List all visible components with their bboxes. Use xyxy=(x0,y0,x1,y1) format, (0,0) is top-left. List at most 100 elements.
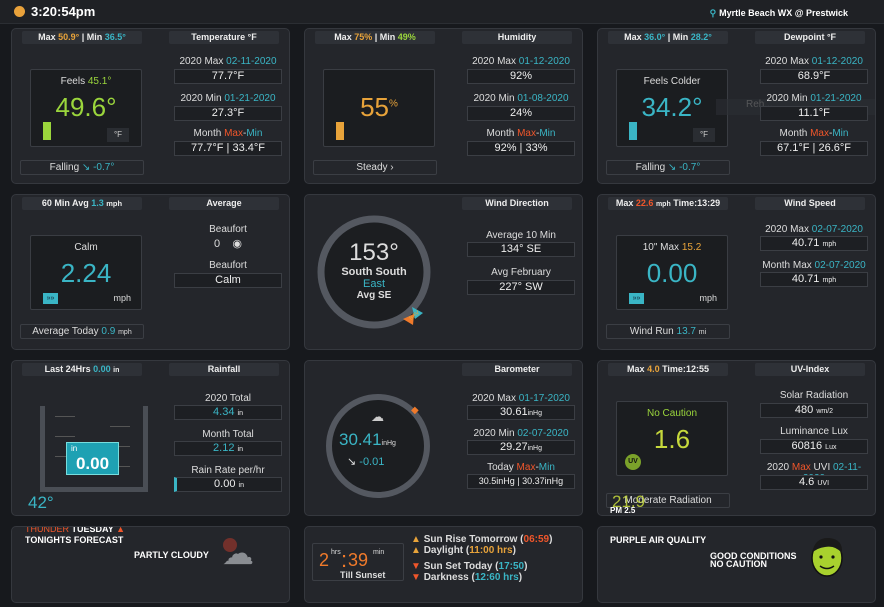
wspd-display: 10" Max 15.2 0.00 »» mph xyxy=(616,235,728,310)
avg-value: 2.24 xyxy=(60,258,112,288)
darkness-line: ▼ Darkness (12:60 hrs) xyxy=(411,572,523,583)
hum-year-max-label: 2020 Max 01-12-2020 xyxy=(472,56,570,67)
wspd-month-label: Month Max 02-07-2020 xyxy=(762,260,866,271)
dew-year-min: 11.1°F xyxy=(760,106,868,121)
temp-year-min-label: 2020 Min 01-21-2020 xyxy=(180,93,276,104)
top-bar: 3:20:54pm ⚲ Myrtle Beach WX @ Prestwick xyxy=(0,0,884,24)
dew-unit: °F xyxy=(693,128,715,142)
wdir-name2: East xyxy=(362,278,385,290)
baro-year-max-label: 2020 Max 01-17-2020 xyxy=(472,393,570,404)
forecast-panel: THUNDER TUESDAY ▲ TONIGHTS FORECAST PART… xyxy=(11,526,290,603)
dew-value: 34.2° xyxy=(641,92,703,122)
lux-label: Luminance Lux xyxy=(780,426,848,437)
rain-rate-label: Rain Rate per/hr xyxy=(191,465,265,476)
uv-year-value: 4.6 UVI xyxy=(760,475,868,490)
sunset-icon: ▼ xyxy=(411,561,421,572)
wspd-year: 40.71 mph xyxy=(760,236,868,251)
uv-badge: UV xyxy=(625,454,641,470)
dew-trend: Falling ↘ -0.7° xyxy=(606,160,730,175)
wdir-deg: 153° xyxy=(349,239,399,266)
avg-display: Calm 2.24 »» mph xyxy=(30,235,142,310)
sunset-countdown: 2 hrs : 39 min Till Sunset xyxy=(312,543,404,581)
hum-title: Humidity xyxy=(462,31,572,44)
baro-marker-icon: ◆ xyxy=(411,405,419,416)
temp-maxmin-tag: Max 50.9° | Min 36.5° xyxy=(22,31,142,44)
temp-title: Temperature °F xyxy=(169,31,279,44)
baro-today: 30.5inHg | 30.37inHg xyxy=(467,474,575,489)
temp-year-max: 77.7°F xyxy=(174,69,282,84)
temp-month-label: Month Max-Min xyxy=(193,128,263,139)
avg-today: Average Today 0.9 mph xyxy=(20,324,144,339)
forecast-day: THUNDER TUESDAY ▲ xyxy=(25,526,125,534)
wdir-avg: Avg SE xyxy=(356,290,392,301)
rain-year-label: 2020 Total xyxy=(205,393,251,404)
clock-time: 3:20:54pm xyxy=(31,4,96,19)
wdir-avg10-label: Average 10 Min xyxy=(486,230,556,241)
temp-year-min: 27.3°F xyxy=(174,106,282,121)
avg-state: Calm xyxy=(74,242,98,253)
wdir-title: Wind Direction xyxy=(462,197,572,210)
air-line2: NO CAUTION xyxy=(710,559,767,569)
hum-month: 92% | 33% xyxy=(467,141,575,156)
hum-year-max: 92% xyxy=(467,69,575,84)
hum-year-min: 24% xyxy=(467,106,575,121)
uv-foot: Moderate Radiation xyxy=(606,493,730,508)
baro-year-min: 29.27inHg xyxy=(467,440,575,455)
temp-month: 77.7°F | 33.4°F xyxy=(174,141,282,156)
beaufort-icon: ◉ xyxy=(232,238,242,250)
sun-panel: 2 hrs : 39 min Till Sunset ▲ Sun Rise To… xyxy=(304,526,583,603)
uv-title: UV-Index xyxy=(755,363,865,376)
wspd-year-label: 2020 Max 02-07-2020 xyxy=(765,224,863,235)
hum-display: 55% xyxy=(323,69,435,147)
rain-month: 2.12 in xyxy=(174,441,282,456)
hum-month-label: Month Max-Min xyxy=(486,128,556,139)
hum-maxmin-tag: Max 75% | Min 49% xyxy=(315,31,435,44)
smiley-face-icon xyxy=(811,537,843,577)
sunrise-line: ▲ Sun Rise Tomorrow (06:59) xyxy=(411,534,553,545)
wdir-avgmonth: 227° SW xyxy=(467,280,575,295)
dew-year-min-label: 2020 Min 01-21-2020 xyxy=(766,93,862,104)
pm-label: PM 2.5 xyxy=(610,506,636,515)
daylight-line: ▲ Daylight (11:00 hrs) xyxy=(411,545,516,556)
temp-trend: Falling ↘ -0.7° xyxy=(20,160,144,175)
baro-ring xyxy=(326,394,430,498)
barometer-panel: Barometer ☁ ◆ 30.41inHg ↘ -0.01 2020 Max… xyxy=(304,360,583,516)
person-icon xyxy=(629,122,637,140)
sunset-line: ▼ Sun Set Today (17:50) xyxy=(411,561,528,572)
rain-month-label: Month Total xyxy=(202,429,254,440)
wdir-avg10: 134° SE xyxy=(467,242,575,257)
hum-trend: Steady › xyxy=(313,160,437,175)
air-line1: GOOD CONDITIONS xyxy=(710,551,797,561)
sunrise-icon: ▲ xyxy=(411,534,421,545)
dew-feels: Feels Colder xyxy=(643,76,701,87)
station-name[interactable]: ⚲ Myrtle Beach WX @ Prestwick xyxy=(710,8,848,19)
avg-60min-tag: 60 Min Avg 1.3 mph xyxy=(22,197,142,210)
temp-value: 49.6° xyxy=(55,92,117,122)
temp-feels: Feels 45.1° xyxy=(60,76,112,87)
compass-pointer xyxy=(403,314,414,325)
location-pin-icon: ⚲ xyxy=(709,8,717,18)
rain-24h-tag: Last 24Hrs 0.00 in xyxy=(22,363,142,376)
rain-gauge xyxy=(40,406,148,492)
uv-max-tag: Max 4.0 Time:12:55 xyxy=(608,363,728,376)
dewpoint-panel: Max 36.0° | Min 28.2° Dewpoint °F Feels … xyxy=(597,28,876,184)
air-title: PURPLE AIR QUALITY xyxy=(610,535,707,545)
hum-year-min-label: 2020 Min 01-08-2020 xyxy=(473,93,569,104)
baro-today-label: Today Max-Min xyxy=(487,462,555,473)
solar-label: Solar Radiation xyxy=(779,390,849,401)
dew-year-max: 68.9°F xyxy=(760,69,868,84)
dew-year-max-label: 2020 Max 01-12-2020 xyxy=(765,56,863,67)
humidity-panel: Max 75% | Min 49% Humidity 55% Steady › … xyxy=(304,28,583,184)
rainfall-panel: Last 24Hrs 0.00 in Rainfall in 0.00 42° … xyxy=(11,360,290,516)
wind-arrow-icon: »» xyxy=(43,293,58,304)
wspd-unit: mph xyxy=(699,293,717,303)
temperature-panel: Max 50.9° | Min 36.5° Temperature °F Fee… xyxy=(11,28,290,184)
rain-gauge-readout: in 0.00 xyxy=(66,442,119,475)
lux-value: 60816 Lux xyxy=(760,439,868,454)
rain-year: 4.34 in xyxy=(174,405,282,420)
beaufort2-value: Calm xyxy=(174,273,282,288)
baro-cloud-icon: ☁ xyxy=(371,409,384,424)
forecast-condition: PARTLY CLOUDY xyxy=(134,550,209,560)
hum-value: 55% xyxy=(360,92,398,122)
warning-icon: ▲ xyxy=(116,526,125,534)
